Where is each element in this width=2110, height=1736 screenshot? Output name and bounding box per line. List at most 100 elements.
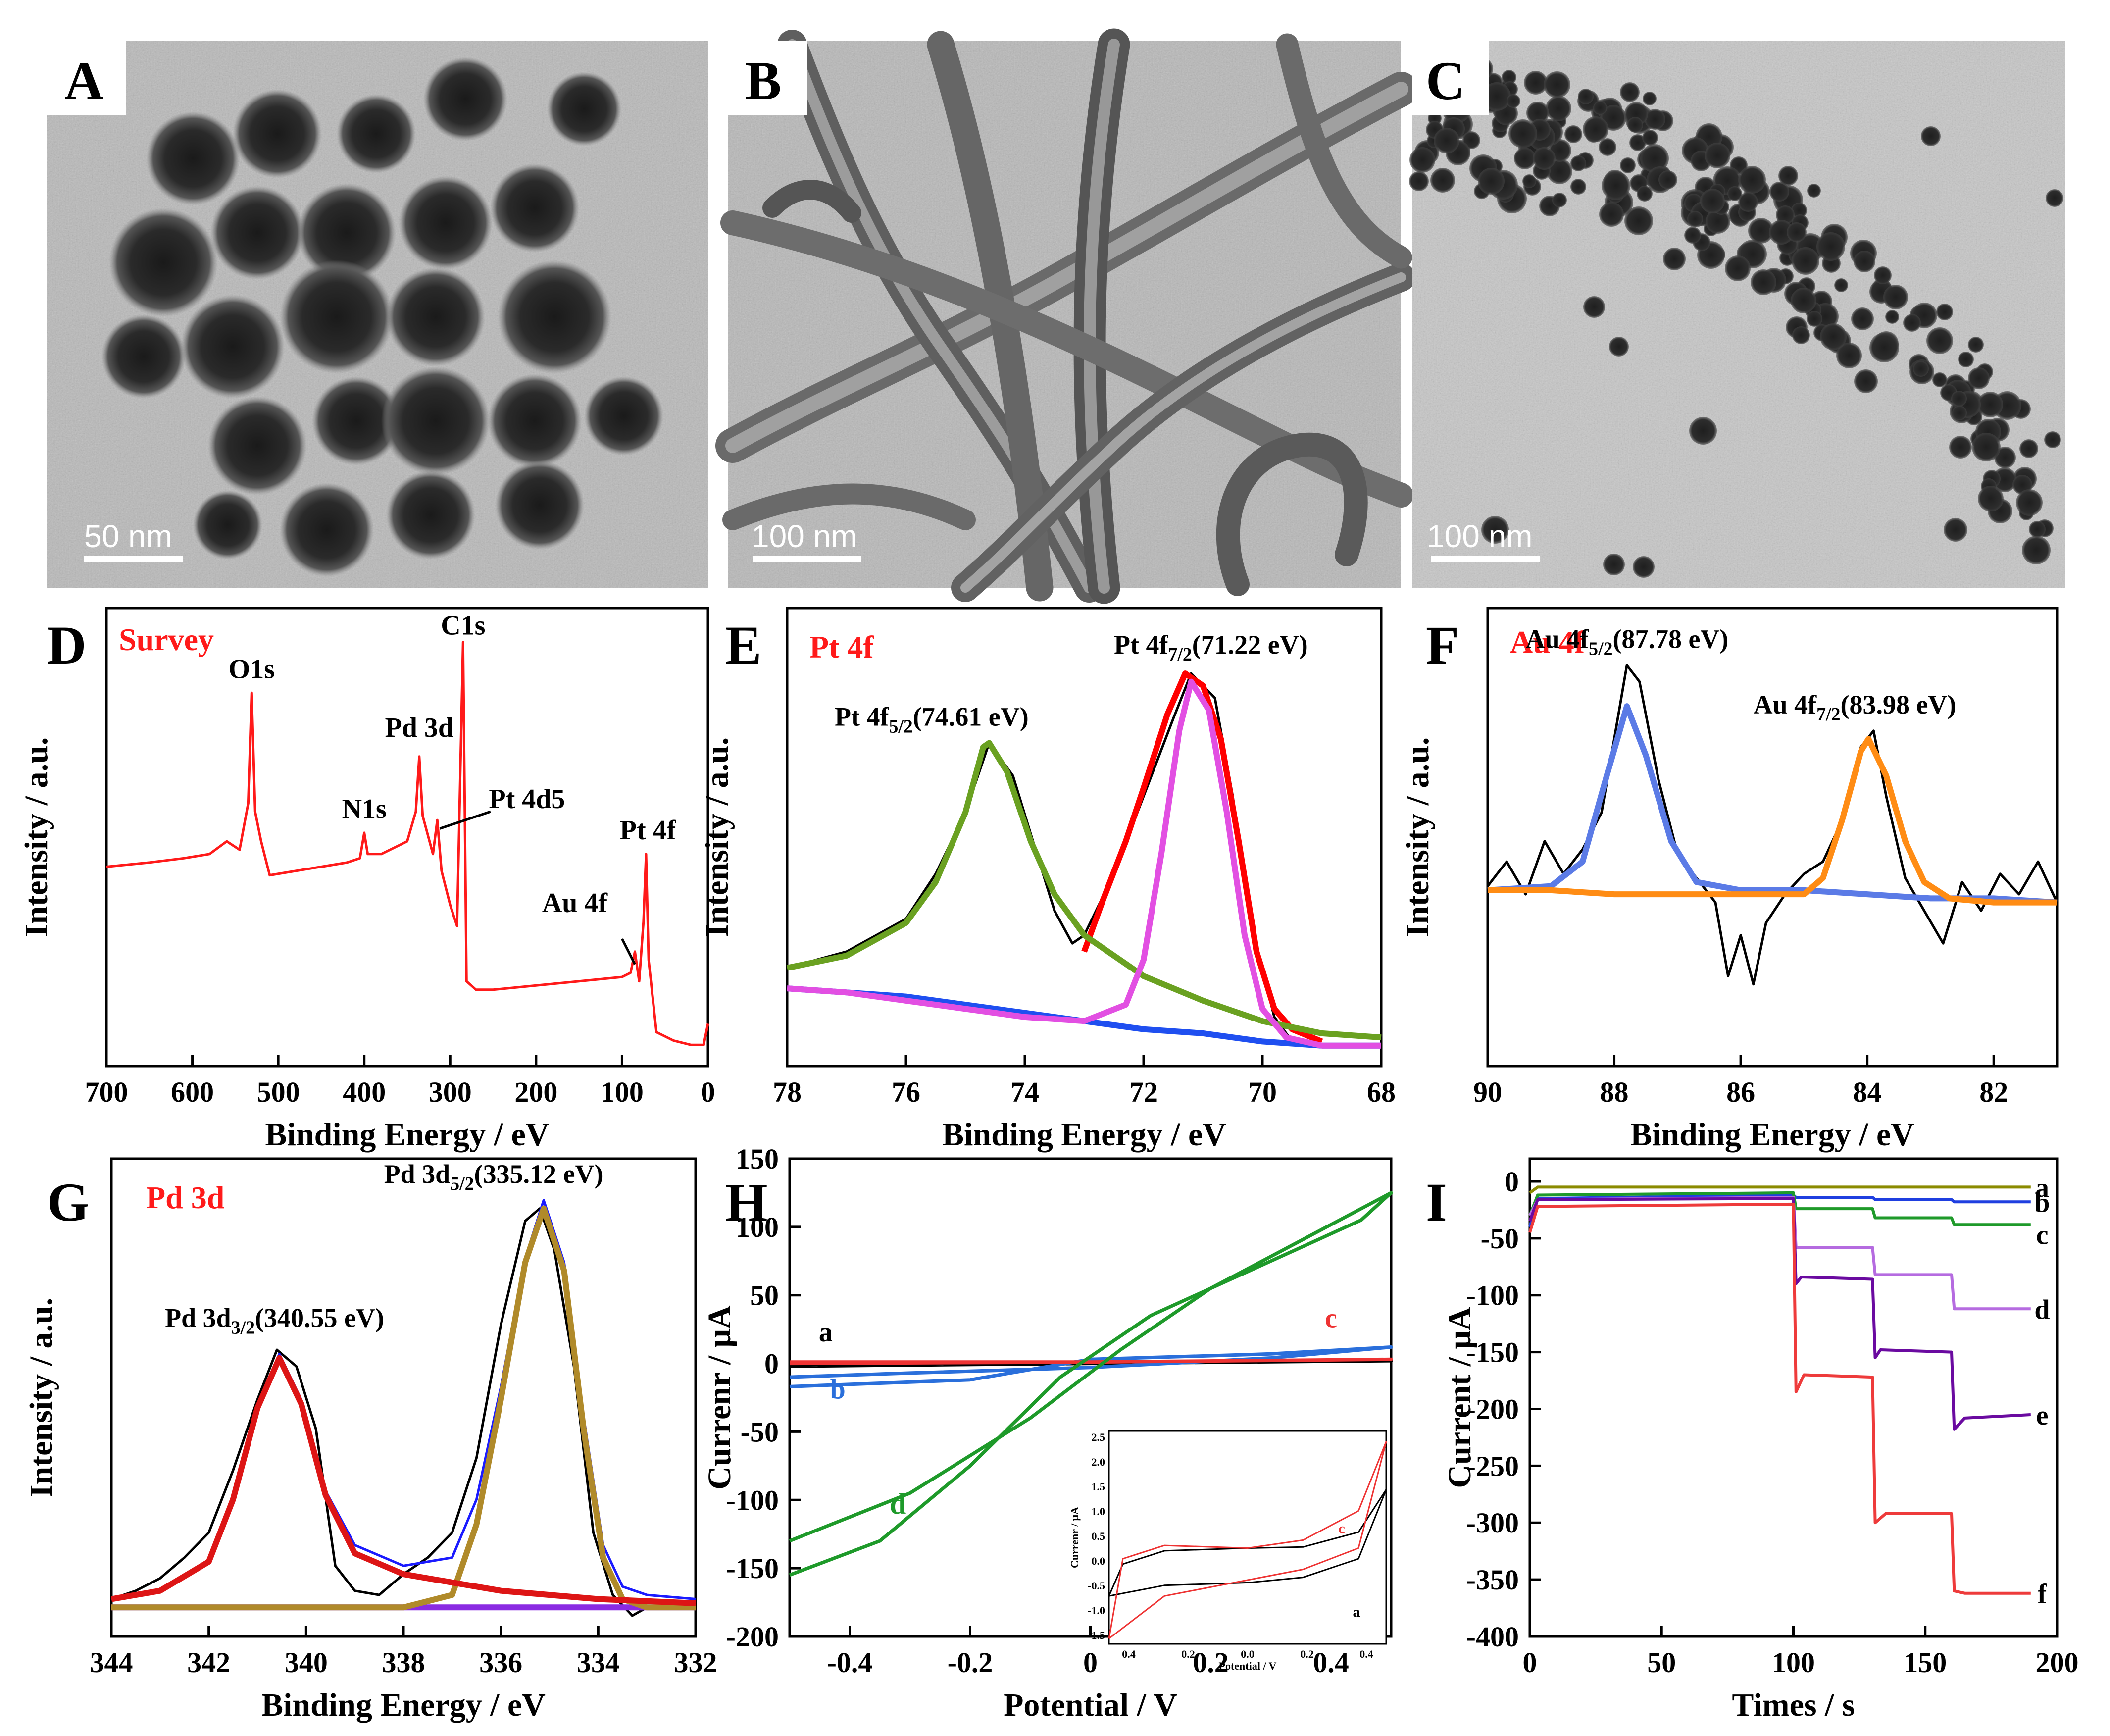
nanoparticle [1524, 71, 1548, 95]
x-tick-label-f: 86 [1726, 1076, 1755, 1108]
x-tick-label-e: 68 [1367, 1076, 1396, 1108]
panel-label-b: B [745, 51, 781, 111]
nanoparticle [1791, 203, 1807, 218]
panel-label-e: E [725, 615, 761, 675]
series-label-f: f [2038, 1579, 2048, 1610]
inset-y-tick-label: 2.0 [1092, 1456, 1105, 1468]
x-tick-label-e: 78 [773, 1076, 802, 1108]
inset-plot: 0.4 0.2 0.0 0.2 0.4 2.5 2.0 1.5 1.0 0.5 0.0 -0.5 -1.… [1068, 1430, 1387, 1672]
inset-y-tick-label: 1.0 [1092, 1505, 1105, 1518]
y-tick-label-i: -350 [1466, 1564, 1519, 1596]
x-tick-label-h: 0 [1083, 1646, 1098, 1679]
x-tick-label-f: 84 [1853, 1076, 1882, 1108]
series-line-a [1529, 1185, 2031, 1194]
series-label-a: a [819, 1317, 833, 1348]
nanoparticle [1834, 278, 1848, 292]
y-tick-label-h: -200 [726, 1621, 779, 1653]
y-tick-label-i: -300 [1466, 1507, 1519, 1539]
annotation-arrow [439, 810, 491, 830]
nanoparticle [1481, 516, 1509, 544]
nanoparticle [1599, 138, 1616, 156]
nanoparticle [1482, 82, 1511, 111]
x-tick-label-g: 342 [187, 1646, 230, 1679]
x-tick-label-g: 338 [382, 1646, 425, 1679]
nanoparticle [1700, 189, 1725, 213]
y-tick-label-i: 0 [1505, 1166, 1519, 1198]
nanoparticle [1978, 486, 2004, 511]
x-axis-label-h: Potential / V [1004, 1687, 1177, 1723]
inset-series-c [1108, 1441, 1387, 1639]
nanoparticle [1620, 82, 1640, 102]
x-tick-label-e: 72 [1129, 1076, 1158, 1108]
nanosphere [399, 176, 493, 270]
series-label-d: d [2034, 1294, 2050, 1325]
nanoparticle [1807, 311, 1822, 327]
y-tick-label-h: 50 [750, 1279, 779, 1312]
nanoparticle [1526, 102, 1549, 124]
nanoparticle [1778, 166, 1798, 186]
plot-frame-f [1486, 607, 2059, 1068]
x-tick-label-i: 50 [1647, 1646, 1676, 1679]
series-line-c [1528, 1191, 2031, 1226]
nanoparticle [1851, 307, 1874, 330]
y-axis-label-g: Intensity / a.u. [23, 1298, 59, 1497]
y-axis-label-i: Current / μA [1442, 1307, 1478, 1488]
nanoparticle [1684, 227, 1701, 244]
nanoparticle [1564, 125, 1582, 143]
series-line-d [1528, 1196, 2031, 1311]
nanoparticle [1816, 232, 1845, 261]
x-tick-label-i: 0 [1523, 1646, 1537, 1679]
nanosphere [233, 89, 322, 178]
y-tick-label-i: -200 [1466, 1393, 1519, 1425]
nanosphere [584, 376, 663, 456]
nanoparticle [1663, 248, 1686, 270]
series-line-f [1528, 1202, 2031, 1595]
nanoparticle [1949, 436, 1972, 459]
nanoparticle [1609, 337, 1629, 357]
y-tick-label-h: 100 [736, 1211, 779, 1243]
nanoparticle [1727, 186, 1742, 201]
inset-x-tick-label: 0.4 [1359, 1648, 1373, 1660]
y-tick-label-h: 150 [736, 1143, 779, 1175]
nanosphere [109, 208, 218, 317]
nanoparticle [1624, 206, 1653, 235]
x-tick-label-d: 100 [601, 1076, 644, 1108]
annotation-pd3d32: Pd 3d3/2(340.55 eV) [165, 1303, 384, 1338]
nanosphere [101, 314, 186, 399]
x-tick-label-h: 0.4 [1313, 1646, 1349, 1679]
series-line [1487, 703, 2058, 906]
series-line [787, 678, 1381, 1049]
x-tick-label-d: 0 [701, 1076, 715, 1108]
scale-bar-label-c: 100 nm [1427, 518, 1532, 554]
series-line-b [789, 1345, 1393, 1388]
nanoparticle [1409, 171, 1429, 191]
nanoparticle [1932, 372, 1947, 387]
panel-label-f: F [1426, 615, 1459, 675]
nanoparticle [1546, 96, 1571, 121]
nanoparticle [1507, 94, 1520, 108]
nanoparticle [1430, 168, 1455, 193]
nanosphere [181, 295, 285, 399]
chart-title-f: Au 4f [1510, 624, 1585, 660]
nanoparticle [1578, 89, 1594, 104]
nanoparticle [1552, 193, 1567, 207]
x-axis-label-d: Binding Energy / eV [265, 1117, 550, 1153]
annotation-arrow [621, 938, 636, 965]
nanoparticle [1637, 186, 1653, 202]
nanoparticle [1643, 92, 1657, 105]
x-tick-label-f: 82 [1979, 1076, 2008, 1108]
nanosphere [193, 490, 262, 560]
y-axis-label-e: Intensity / a.u. [699, 737, 735, 937]
annotation-o1s: O1s [229, 654, 275, 684]
series-line [110, 1355, 696, 1606]
x-tick-label-i: 150 [1904, 1646, 1947, 1679]
nanoparticle [1570, 179, 1586, 195]
nanoparticle [1936, 304, 1953, 320]
y-tick-label-i: -400 [1466, 1621, 1519, 1653]
annotation-c1s: C1s [441, 611, 485, 641]
series-line [106, 641, 709, 1046]
nanoparticle [1769, 220, 1794, 245]
nanoparticle [1972, 433, 2001, 461]
plot-frame-d [105, 607, 709, 1068]
annotation-au4f72: Au 4f7/2(83.98 eV) [1754, 690, 1957, 725]
